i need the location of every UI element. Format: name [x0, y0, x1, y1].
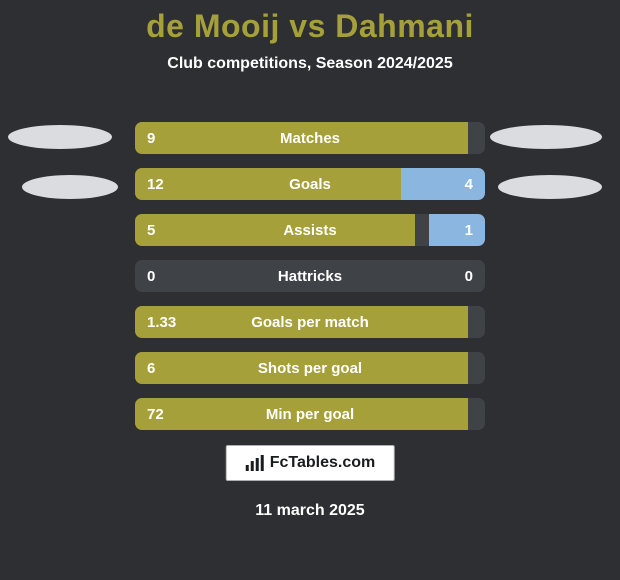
value-right: 0: [465, 260, 473, 292]
value-left: 9: [147, 122, 155, 154]
bar-left: [135, 352, 468, 384]
stat-row: 0 0Hattricks: [135, 260, 485, 292]
bar-left: [135, 214, 415, 246]
bar-left: [135, 398, 468, 430]
value-left: 6: [147, 352, 155, 384]
bar-left: [135, 168, 401, 200]
value-left: 72: [147, 398, 164, 430]
value-left: 0: [147, 260, 155, 292]
branding-text: FcTables.com: [270, 454, 376, 472]
club-logo-left-1: [8, 125, 112, 149]
club-logo-left-2: [22, 175, 118, 199]
value-left: 12: [147, 168, 164, 200]
bar-right: [429, 214, 485, 246]
bar-left: [135, 306, 468, 338]
stats-bars: 9Matches124Goals51Assists00Hattricks1.33…: [135, 122, 485, 444]
stat-row: 51Assists: [135, 214, 485, 246]
stat-row: 72Min per goal: [135, 398, 485, 430]
branding-badge: FcTables.com: [226, 445, 395, 481]
date-line: 11 march 2025: [0, 502, 620, 520]
value-left: 5: [147, 214, 155, 246]
comparison-infographic: de Mooij vs Dahmani Club competitions, S…: [0, 0, 620, 580]
club-logo-right-2: [498, 175, 602, 199]
page-title: de Mooij vs Dahmani: [0, 0, 620, 45]
club-logo-right-1: [490, 125, 602, 149]
stat-row: 9Matches: [135, 122, 485, 154]
subtitle: Club competitions, Season 2024/2025: [0, 55, 620, 73]
stat-row: 1.33Goals per match: [135, 306, 485, 338]
value-right: 4: [465, 168, 473, 200]
chart-icon: [245, 455, 265, 471]
value-right: 1: [465, 214, 473, 246]
stat-label: Hattricks: [135, 260, 485, 292]
bar-left: [135, 122, 468, 154]
stat-row: 6Shots per goal: [135, 352, 485, 384]
stat-row: 124Goals: [135, 168, 485, 200]
value-left: 1.33: [147, 306, 176, 338]
